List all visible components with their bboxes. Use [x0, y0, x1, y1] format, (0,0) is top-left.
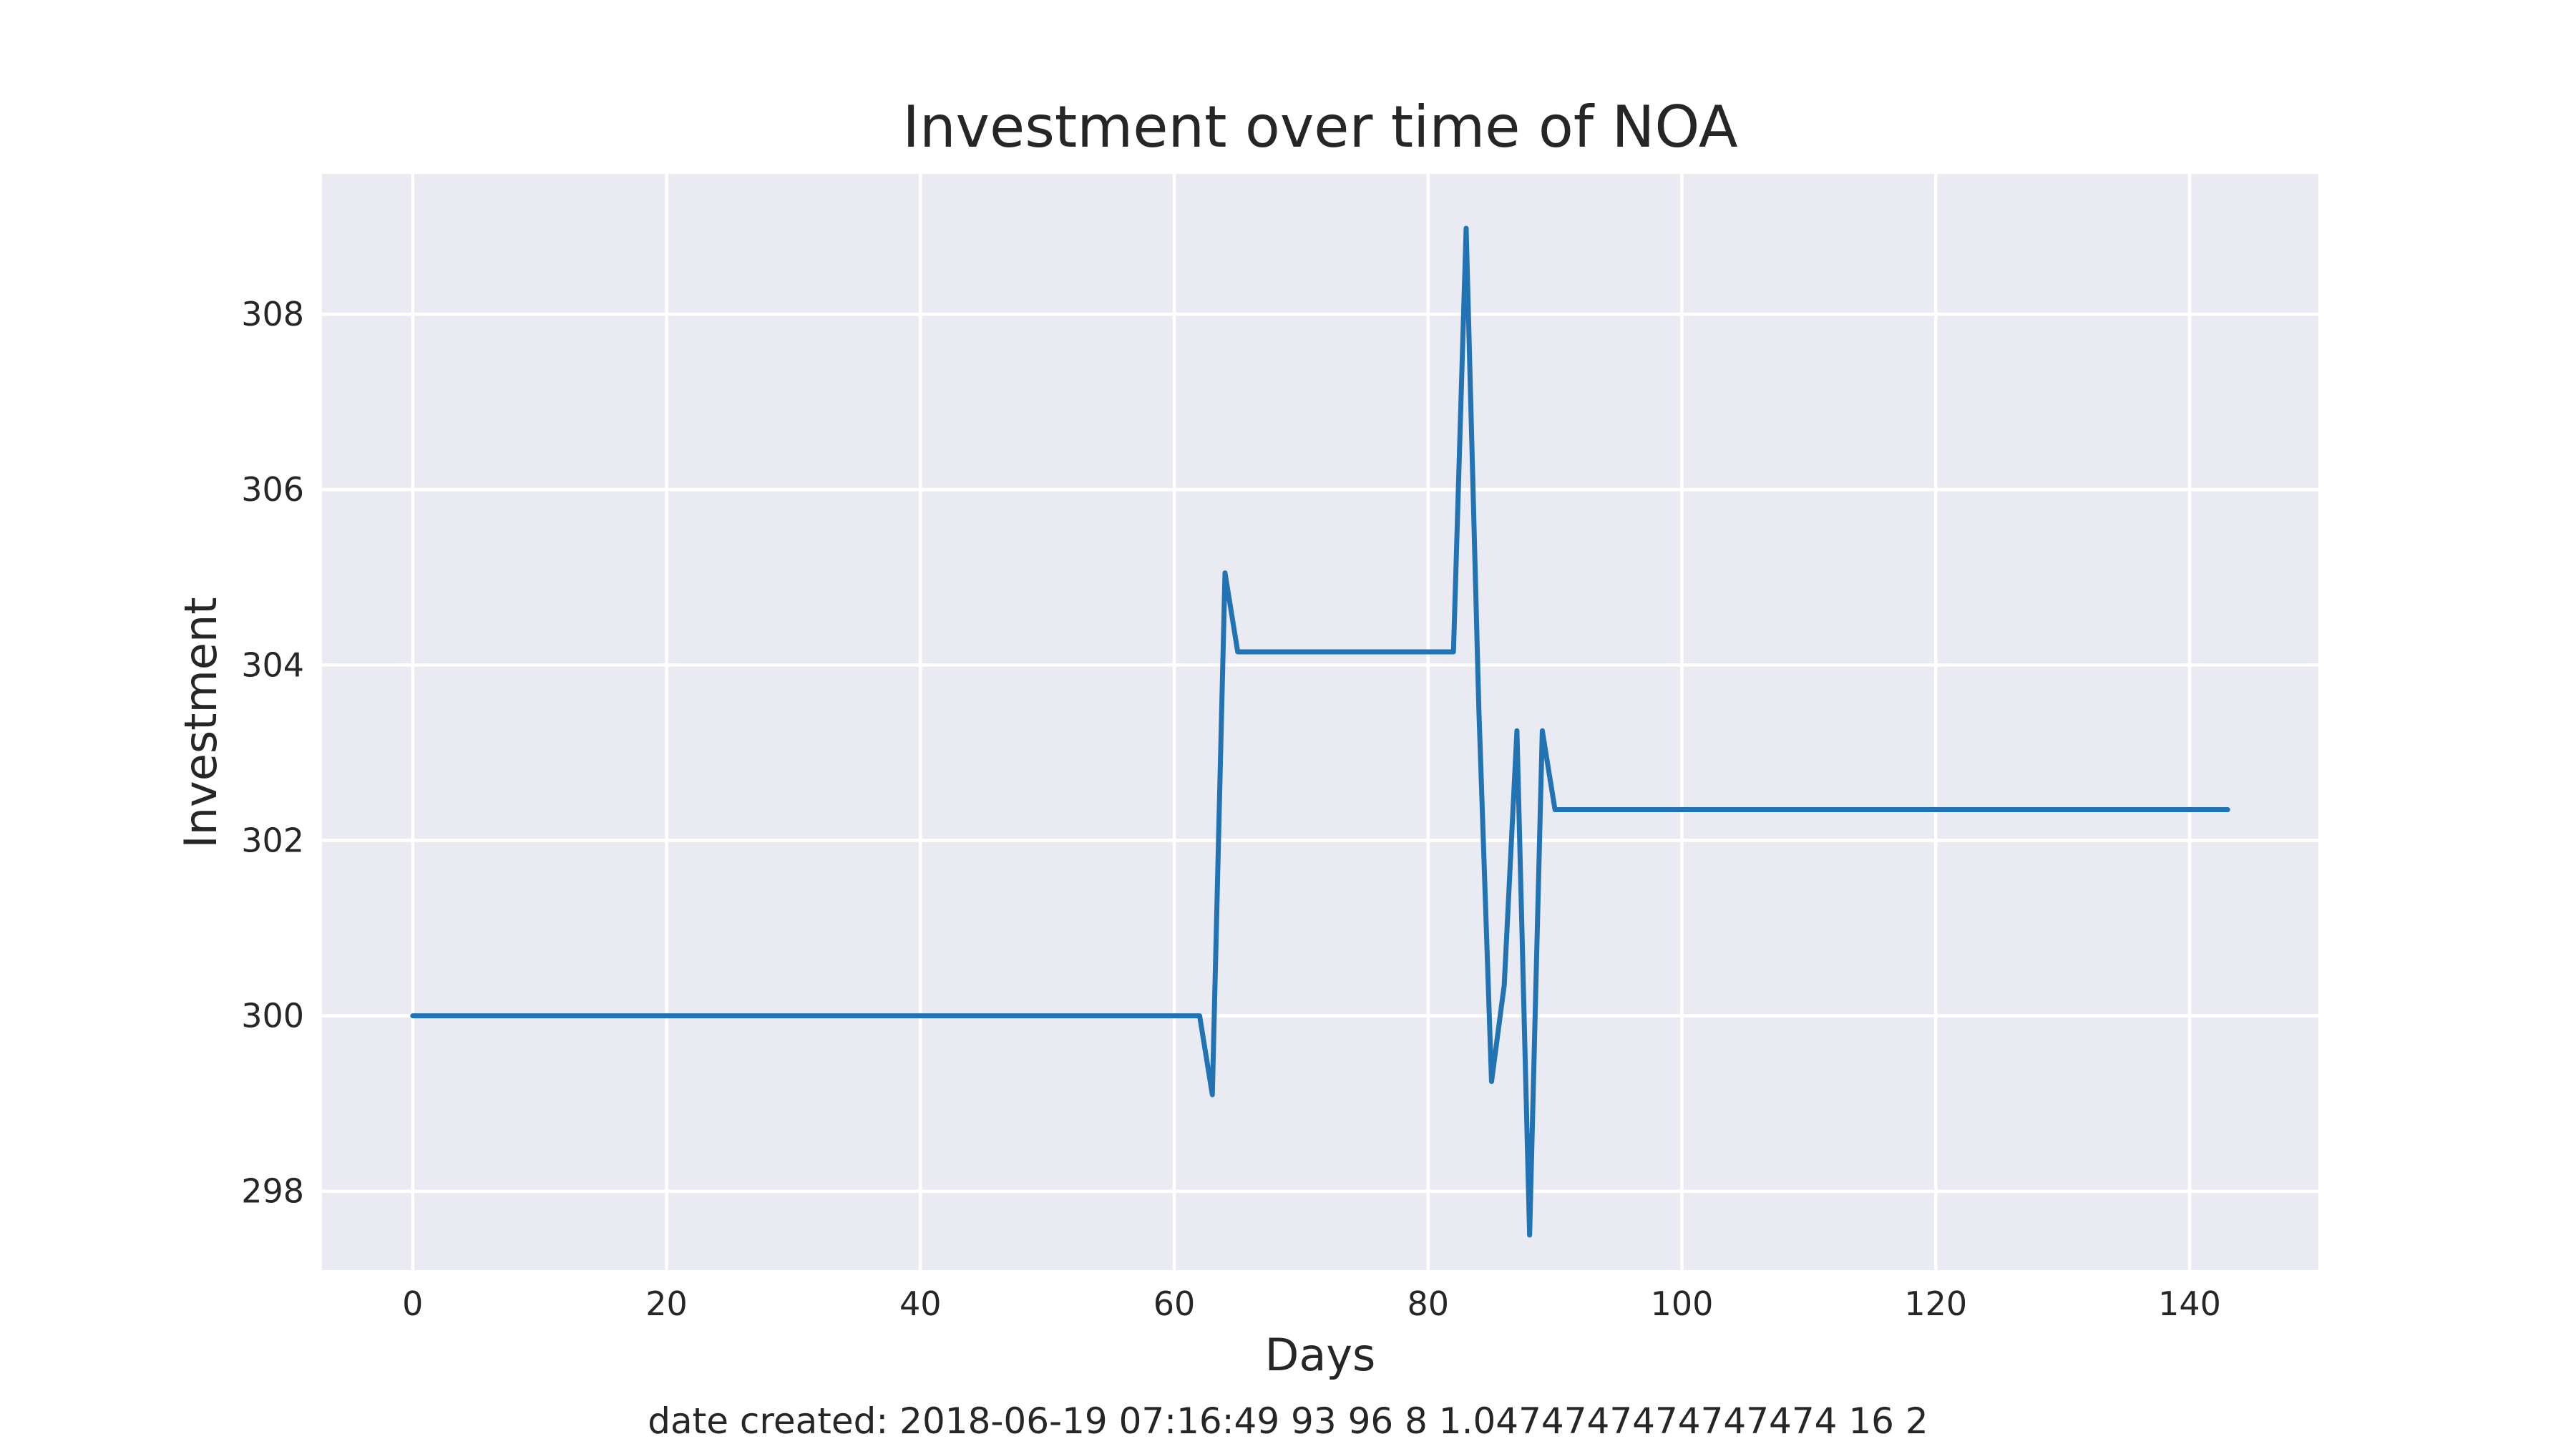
series-layer: [410, 225, 2230, 1238]
footer-caption: date created: 2018-06-19 07:16:49 93 96 …: [648, 1400, 1928, 1442]
x-tick-label: 40: [899, 1284, 942, 1323]
x-tick-label: 80: [1407, 1284, 1449, 1323]
x-tick-label: 100: [1651, 1284, 1714, 1323]
y-tick-label: 302: [241, 821, 304, 859]
chart-title: Investment over time of NOA: [902, 94, 1738, 160]
plot-area: [322, 174, 2318, 1270]
grid: [322, 174, 2318, 1270]
y-tick-label: 304: [241, 645, 304, 684]
x-tick-label: 120: [1904, 1284, 1967, 1323]
x-axis-label: Days: [1265, 1329, 1376, 1381]
x-tick-label: 0: [402, 1284, 423, 1323]
y-tick-label: 300: [241, 997, 304, 1035]
y-tick-label: 298: [241, 1172, 304, 1211]
x-tick-label: 20: [645, 1284, 688, 1323]
y-tick-label: 306: [241, 470, 304, 509]
series-line: [410, 225, 2230, 1238]
x-tick-label: 140: [2158, 1284, 2221, 1323]
x-tick-label: 60: [1153, 1284, 1196, 1323]
y-tick-label: 308: [241, 295, 304, 333]
tick-labels: 0 20 40 60 80 100 120 140 298 300 302 304 306 308: [241, 295, 2221, 1323]
y-axis-label: Investment: [175, 597, 227, 848]
